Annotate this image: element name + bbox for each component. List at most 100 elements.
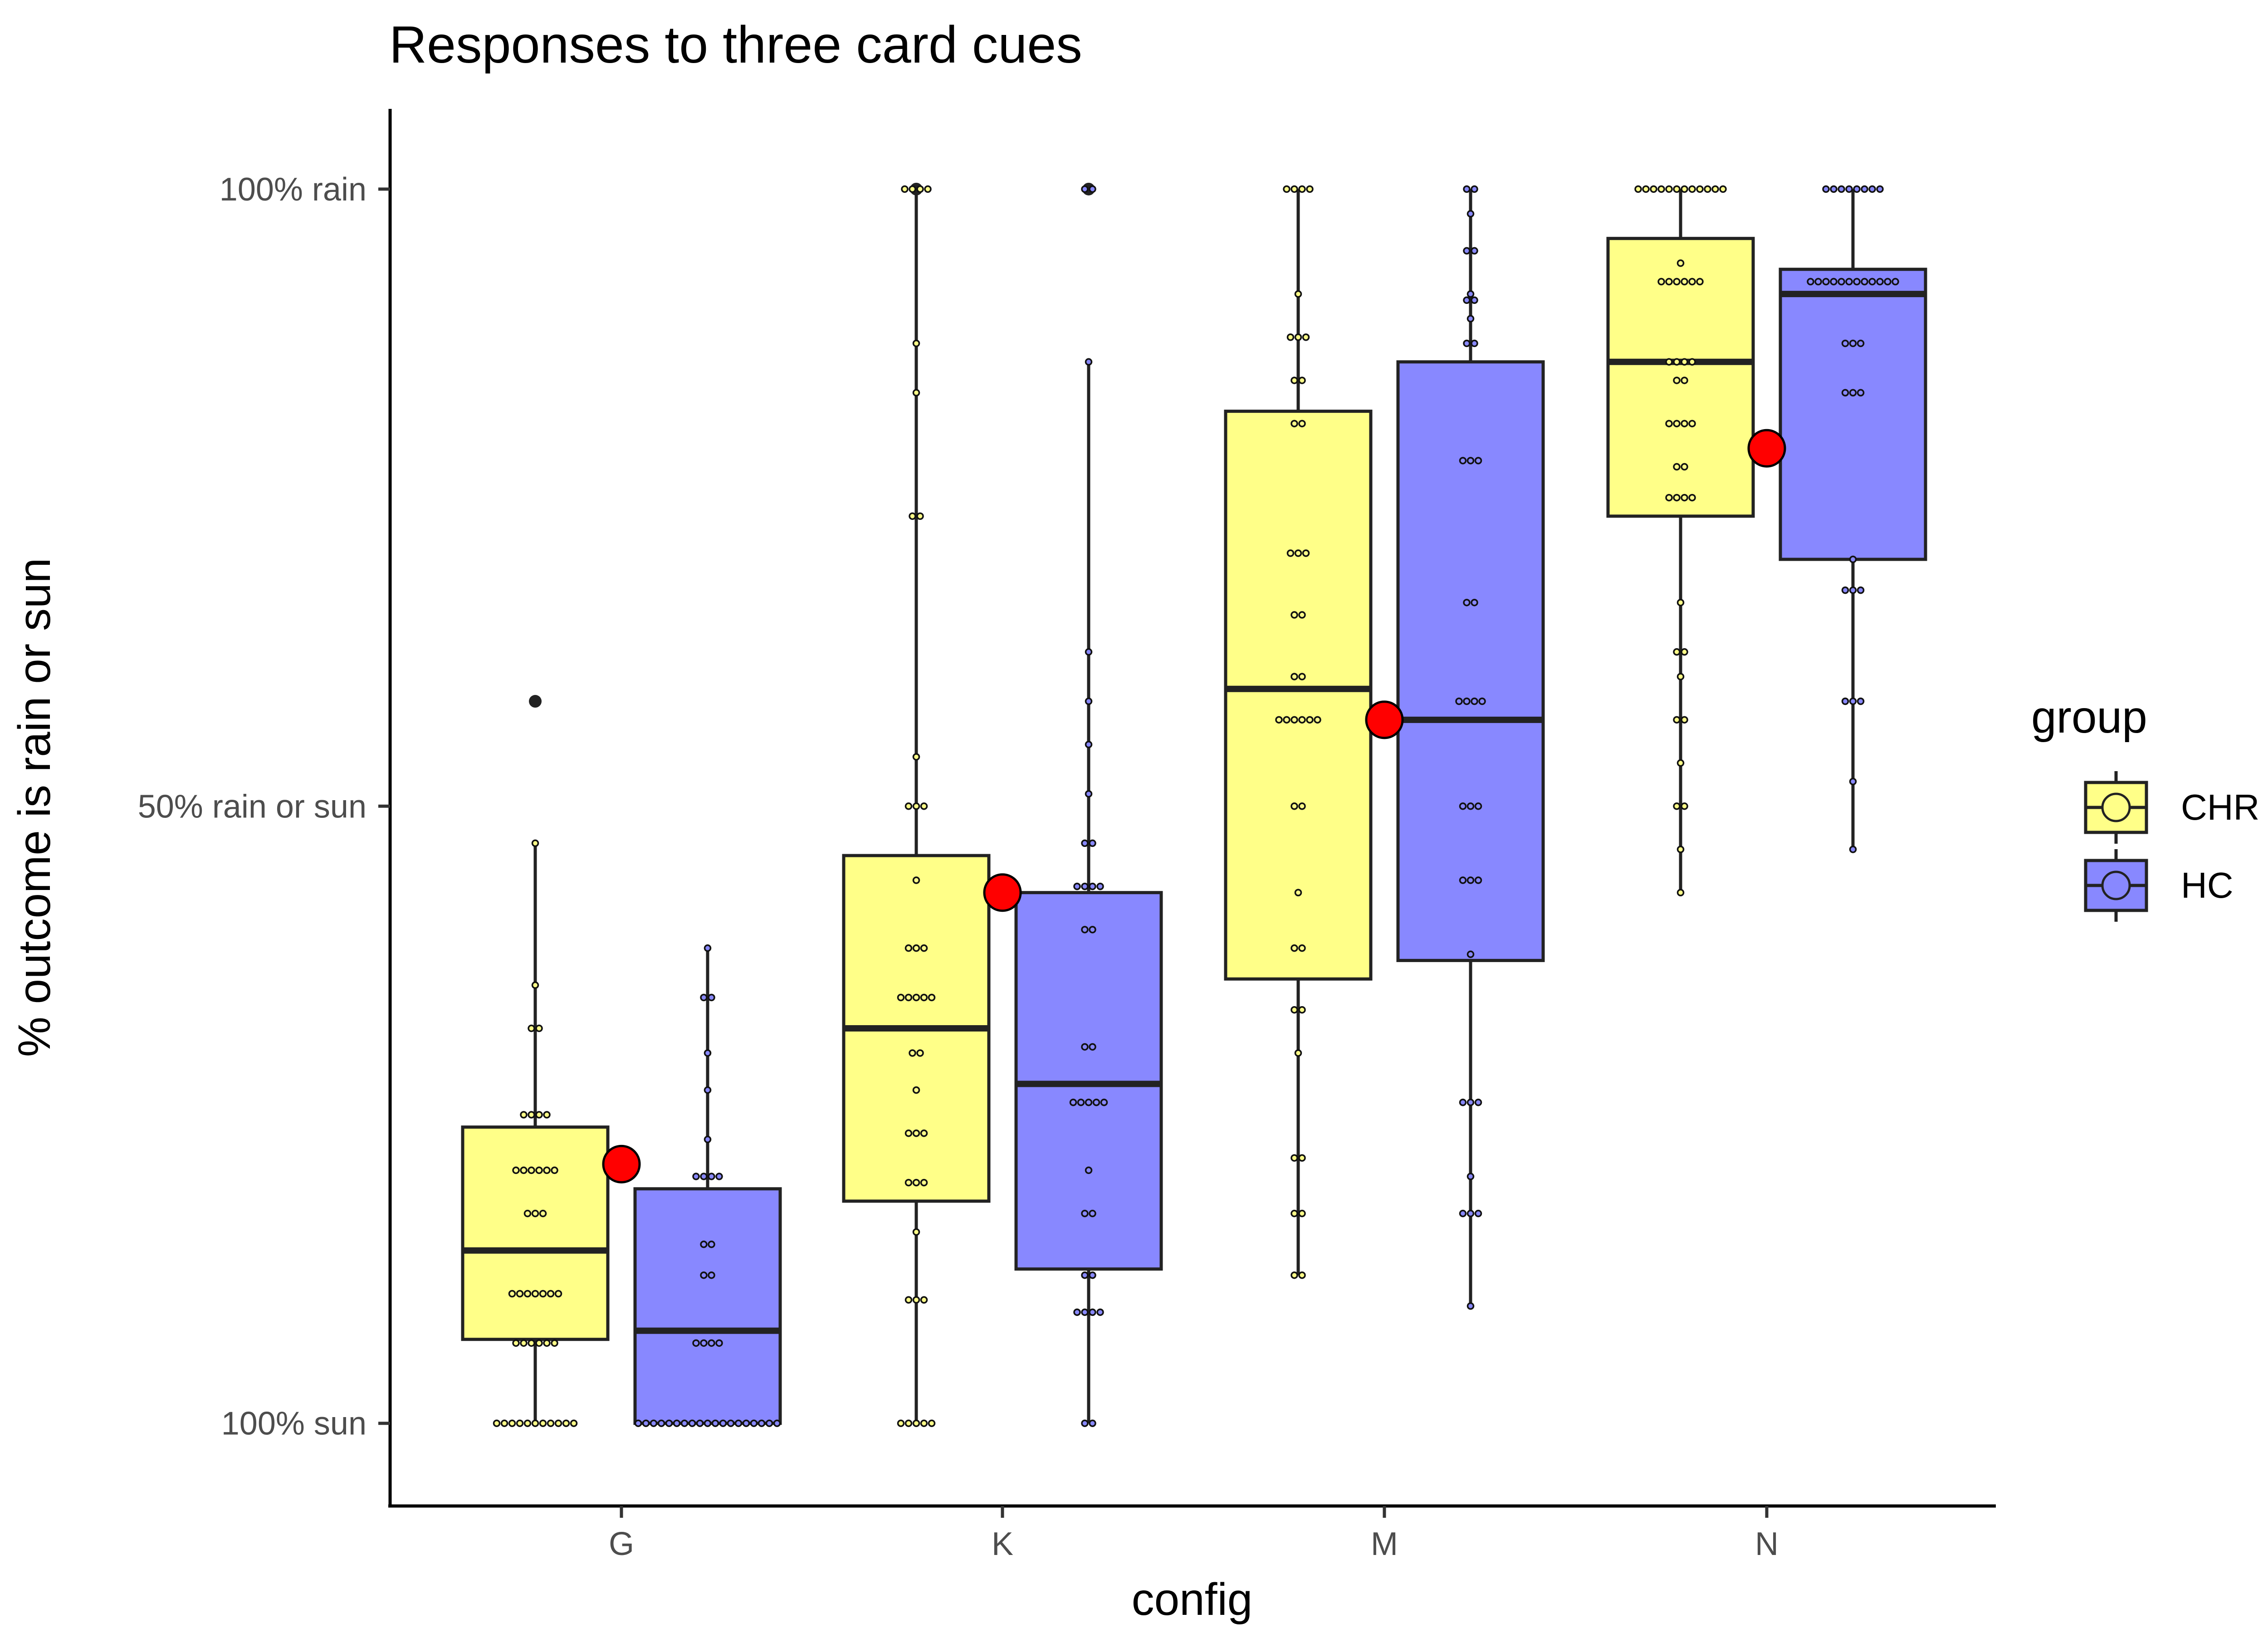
data-point [1085,740,1093,748]
box-body [1224,410,1373,981]
data-point [1463,697,1471,705]
data-point [1838,278,1845,286]
data-point [1290,185,1298,193]
data-point [1822,185,1830,193]
data-point [1081,926,1089,934]
data-point [1673,494,1681,502]
data-point [1463,339,1471,347]
data-point [520,1166,528,1174]
data-point [543,1339,551,1347]
data-point [665,1419,673,1427]
data-point [1681,716,1688,724]
data-point [1704,185,1711,193]
data-point [1634,185,1642,193]
data-point [500,1419,508,1427]
data-point [1466,1209,1475,1217]
data-point [1849,697,1857,705]
data-point [1673,802,1681,810]
data-point [1100,1099,1108,1106]
data-point [1286,549,1295,557]
data-point [1849,389,1857,397]
data-point [520,1111,528,1119]
box-body [1779,268,1927,561]
data-point [1085,1099,1093,1106]
data-point [1884,278,1892,286]
data-point [1673,376,1681,384]
data-point [1302,333,1310,341]
data-point [1081,1271,1089,1279]
x-tick-label: K [992,1526,1013,1562]
data-point [704,1135,712,1144]
data-point [1688,185,1696,193]
data-point [1073,882,1081,890]
data-point [928,1419,936,1427]
data-point [1841,697,1849,705]
data-point [1711,185,1719,193]
data-point [1677,889,1685,896]
data-point [1096,882,1104,890]
data-point [1290,944,1298,952]
data-point [1857,586,1865,594]
data-point [708,1173,715,1180]
data-point [531,839,539,847]
data-point [1290,420,1298,428]
legend-key-point [2101,870,2131,900]
box-hc-m [1396,185,1545,1310]
box-chr-m [1224,185,1373,1279]
data-point [1474,1209,1482,1217]
data-point [904,993,913,1002]
data-point [1853,185,1861,193]
box-chr-g [461,695,610,1427]
data-point [916,1049,924,1057]
data-point [696,1419,704,1427]
data-point [692,1173,700,1180]
data-point [1089,1209,1096,1217]
data-point [1471,339,1478,347]
data-point [1306,716,1314,724]
data-point [1463,247,1471,255]
data-point [912,1296,920,1304]
data-point [1081,882,1089,890]
data-point [1868,278,1876,286]
data-point [1807,278,1814,286]
data-point [1466,290,1475,298]
data-point [901,185,909,193]
x-tick-label: M [1371,1526,1398,1562]
data-point [1290,802,1298,810]
data-point [1474,876,1482,884]
data-point [1677,599,1685,606]
data-point [1298,1006,1306,1014]
data-point [700,993,708,1002]
data-point [523,1209,532,1217]
data-point [1861,278,1868,286]
data-point [1466,457,1475,464]
data-point [1673,716,1681,724]
data-point [1459,876,1467,884]
data-point [1085,790,1093,798]
box-body [633,1187,782,1425]
box-hc-g [633,944,782,1427]
data-point [1085,358,1093,366]
data-point [909,1049,916,1057]
data-point [531,1419,539,1427]
data-point [734,1419,743,1427]
data-point [1077,1099,1085,1106]
data-point [897,1419,905,1427]
data-point [1845,278,1853,286]
data-point [520,1339,528,1347]
data-point [1677,673,1685,680]
data-point [1841,339,1849,347]
data-point [920,1178,928,1187]
data-point [1306,185,1314,193]
data-point [657,1419,665,1427]
data-point [1849,586,1857,594]
data-point [1681,376,1688,384]
data-point [1290,376,1298,384]
legend-key-hc [2084,849,2148,922]
data-point [531,1290,539,1298]
y-tick-label: 100% rain [220,171,367,208]
data-point [1290,1271,1298,1279]
data-point [708,1271,715,1279]
series-hc [633,182,1927,1427]
data-point [920,993,928,1002]
